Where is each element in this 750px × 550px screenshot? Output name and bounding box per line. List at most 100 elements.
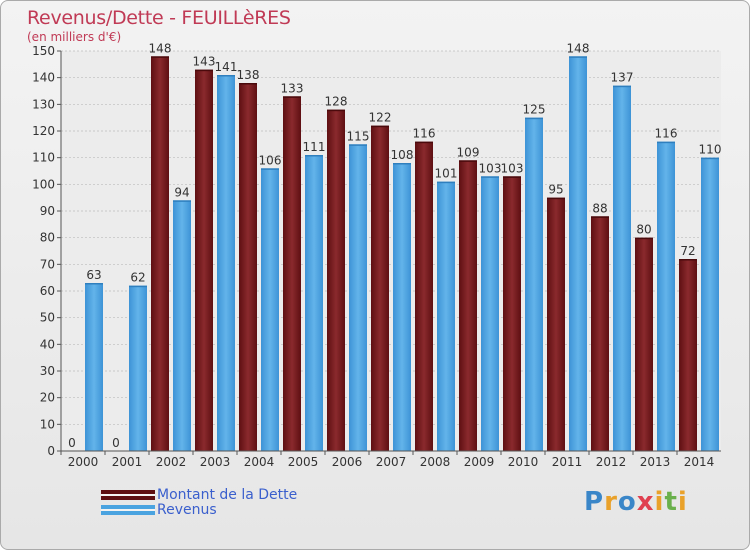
bar-dette bbox=[283, 96, 301, 451]
x-tick-label: 2002 bbox=[156, 455, 187, 469]
x-tick-label: 2012 bbox=[596, 455, 627, 469]
bar-dette-top bbox=[239, 83, 257, 85]
bar-dette-top bbox=[371, 125, 389, 128]
bar-dette bbox=[679, 259, 697, 451]
bar-revenus-top bbox=[393, 163, 411, 165]
bar-revenus-top bbox=[437, 181, 455, 184]
chart-title: Revenus/Dette - FEUILLèRES bbox=[27, 7, 291, 29]
x-tick-label: 2009 bbox=[464, 455, 495, 469]
bar-revenus bbox=[481, 176, 499, 452]
legend-label-dette: Montant de la Dette bbox=[157, 487, 298, 503]
data-label-dette: 88 bbox=[592, 201, 607, 215]
y-tick-label: 130 bbox=[32, 97, 55, 111]
bar-dette-top bbox=[679, 259, 697, 261]
bar-dette-top bbox=[327, 109, 345, 112]
bar-revenus bbox=[173, 200, 191, 451]
data-label-dette: 133 bbox=[281, 81, 304, 95]
logo-letter: i bbox=[677, 487, 688, 517]
data-label-dette: 109 bbox=[457, 145, 480, 159]
y-tick-label: 20 bbox=[40, 391, 55, 405]
data-label-dette: 143 bbox=[193, 55, 216, 69]
x-tick-label: 2011 bbox=[552, 455, 583, 469]
bar-dette-top bbox=[459, 160, 477, 162]
data-label-revenus: 63 bbox=[86, 268, 101, 282]
legend-label-revenus: Revenus bbox=[157, 502, 217, 518]
logo-letter: o bbox=[617, 487, 637, 517]
data-label-dette: 0 bbox=[112, 436, 120, 450]
bar-dette-top bbox=[503, 176, 521, 178]
bar-dette-top bbox=[547, 197, 565, 200]
bar-dette bbox=[195, 69, 213, 452]
logo-letter: i bbox=[654, 487, 665, 517]
logo-letter: x bbox=[636, 487, 655, 517]
y-tick-label: 120 bbox=[32, 124, 55, 138]
x-tick-label: 2004 bbox=[244, 455, 275, 469]
data-label-dette: 148 bbox=[149, 41, 172, 55]
data-label-dette: 128 bbox=[325, 95, 348, 109]
bar-revenus-top bbox=[305, 155, 323, 157]
bar-revenus-top bbox=[85, 283, 103, 285]
data-label-revenus: 148 bbox=[567, 41, 590, 55]
bar-revenus-top bbox=[525, 117, 543, 120]
data-label-revenus: 115 bbox=[347, 129, 370, 143]
data-label-revenus: 125 bbox=[523, 103, 546, 117]
logo-letter: r bbox=[604, 487, 618, 517]
y-tick-label: 80 bbox=[40, 231, 55, 245]
bar-revenus bbox=[525, 117, 543, 452]
bar-revenus-top bbox=[613, 85, 631, 88]
bar-dette-top bbox=[635, 237, 653, 240]
data-label-revenus: 106 bbox=[259, 153, 282, 167]
y-tick-label: 70 bbox=[40, 257, 55, 271]
bar-dette-top bbox=[195, 69, 213, 72]
data-label-dette: 80 bbox=[636, 223, 651, 237]
bar-revenus-top bbox=[701, 157, 719, 160]
x-tick-label: 2003 bbox=[200, 455, 231, 469]
y-tick-label: 60 bbox=[40, 284, 55, 298]
bar-dette-top bbox=[151, 56, 169, 58]
logo-letter: P bbox=[584, 487, 605, 517]
y-tick-label: 40 bbox=[40, 337, 55, 351]
x-tick-label: 2010 bbox=[508, 455, 539, 469]
data-label-dette: 138 bbox=[237, 68, 260, 82]
bar-revenus-top bbox=[129, 285, 147, 288]
bar-revenus bbox=[349, 144, 367, 452]
bar-revenus bbox=[613, 85, 631, 452]
y-tick-label: 140 bbox=[32, 71, 55, 85]
legend-swatch-revenus bbox=[101, 505, 155, 515]
bar-revenus-top bbox=[481, 176, 499, 178]
data-label-revenus: 110 bbox=[699, 143, 722, 157]
data-label-dette: 103 bbox=[501, 161, 524, 175]
bar-dette bbox=[239, 83, 257, 451]
y-tick-label: 90 bbox=[40, 204, 55, 218]
data-label-revenus: 137 bbox=[611, 71, 634, 85]
bar-revenus-top bbox=[173, 200, 191, 202]
bar-revenus bbox=[569, 56, 587, 451]
bar-revenus bbox=[261, 168, 279, 452]
x-tick-label: 2008 bbox=[420, 455, 451, 469]
x-tick-label: 2006 bbox=[332, 455, 363, 469]
logo-letter: t bbox=[664, 487, 678, 517]
bar-dette bbox=[371, 125, 389, 452]
bar-dette-top bbox=[591, 216, 609, 218]
x-tick-label: 2013 bbox=[640, 455, 671, 469]
bar-revenus bbox=[217, 75, 235, 451]
bar-revenus-top bbox=[261, 168, 279, 170]
x-tick-label: 2007 bbox=[376, 455, 407, 469]
data-label-dette: 116 bbox=[413, 127, 436, 141]
data-label-revenus: 94 bbox=[174, 185, 189, 199]
bar-revenus-top bbox=[349, 144, 367, 146]
y-tick-label: 30 bbox=[40, 364, 55, 378]
bar-revenus bbox=[701, 157, 719, 451]
bar-dette bbox=[547, 197, 565, 451]
y-tick-label: 0 bbox=[47, 444, 55, 458]
plot-area bbox=[61, 51, 721, 451]
bar-dette bbox=[151, 56, 169, 451]
bar-revenus bbox=[393, 163, 411, 451]
y-tick-label: 150 bbox=[32, 44, 55, 58]
legend-swatch-dette bbox=[101, 490, 155, 500]
data-label-revenus: 111 bbox=[303, 140, 326, 154]
x-tick-label: 2001 bbox=[112, 455, 143, 469]
proxiti-logo: Proxiti bbox=[584, 487, 688, 517]
